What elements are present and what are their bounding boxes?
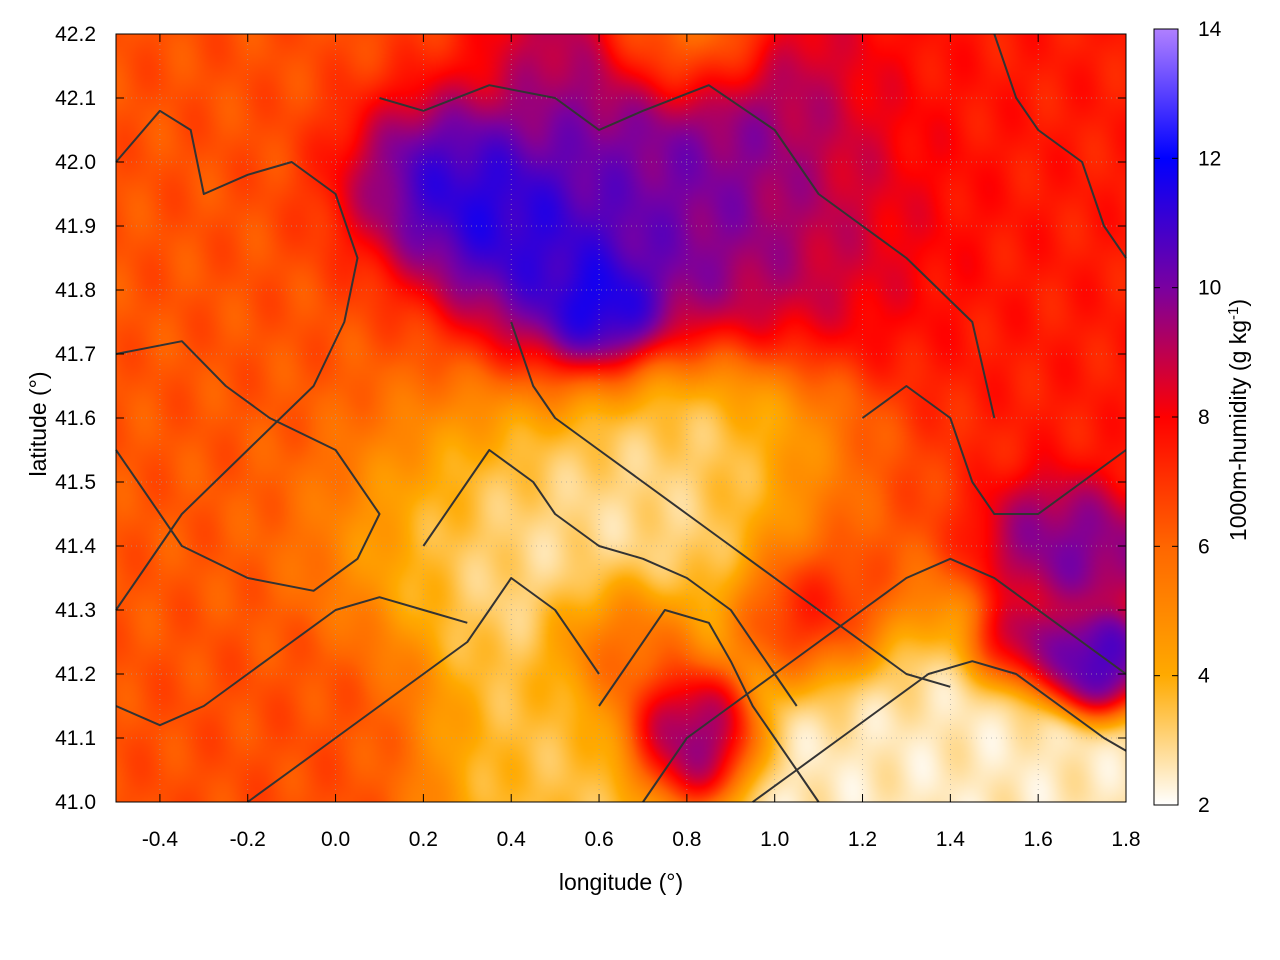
x-tick-label: 0.6 [584,828,613,851]
x-axis-label: longitude (°) [559,869,683,895]
x-tick-label: 1.6 [1024,828,1053,851]
colorbar-tick-label: 4 [1198,665,1210,688]
contour-line [115,340,381,592]
colorbar-label-superscript: -1 [1225,307,1242,320]
contour-line [379,84,996,419]
x-tick-label: 1.0 [760,828,789,851]
colorbar-label: 1000m-humidity (g kg-1) [1225,299,1252,541]
x-tick-label: 0.4 [497,828,527,851]
y-tick-label: 41.7 [55,343,96,366]
y-tick-label: 41.3 [55,599,96,622]
y-tick-label: 41.4 [55,535,96,558]
plot-area [115,33,1127,803]
contour-line [115,596,468,727]
colorbar-tick-label: 2 [1198,794,1210,817]
contour-line [422,449,798,707]
y-tick-label: 41.5 [55,471,96,494]
y-tick-label: 41.6 [55,407,96,430]
colorbar: 2 4 6 8 10 12 14 [1153,18,1222,817]
contour-line [115,109,359,611]
x-tick-label: 0.2 [409,828,438,851]
colorbar-tick-label: 14 [1198,18,1222,41]
colorbar-tick-label: 8 [1198,406,1210,429]
y-tick-label: 41.2 [55,663,96,686]
contour-line [598,609,820,803]
contour-line [642,557,1127,803]
x-tick-label: 1.8 [1111,828,1140,851]
y-axis-label: latitude (°) [25,371,51,476]
x-tick-label: -0.4 [142,828,179,851]
y-axis: 41.0 41.1 41.2 41.3 41.4 41.5 41.6 41.7 41.8 41.9… [55,23,1126,814]
contour-line [247,577,600,803]
x-tick-label: 0.8 [672,828,701,851]
x-tick-label: 0.0 [321,828,350,851]
contour-line [752,660,1127,803]
y-tick-label: 42.1 [55,87,96,110]
contour-lines [115,33,1127,803]
x-tick-label: 1.2 [848,828,877,851]
y-tick-label: 41.8 [55,279,96,302]
contour-line [861,385,1127,515]
colorbar-tick-label: 10 [1198,277,1221,300]
contour-line [993,33,1127,259]
y-tick-label: 42.0 [55,151,96,174]
y-tick-label: 42.2 [55,23,96,46]
colorbar-tick-label: 6 [1198,535,1210,558]
y-tick-label: 41.9 [55,215,96,238]
x-tick-label: 1.4 [936,828,966,851]
x-axis: -0.4 -0.2 0.0 0.2 0.4 0.6 0.8 1.0 1.2 1.4 1.6 1.8 [142,34,1141,851]
y-tick-label: 41.1 [55,727,96,750]
y-tick-label: 41.0 [55,791,96,814]
contour-line [510,321,951,688]
x-tick-label: -0.2 [230,828,266,851]
colorbar-ticks: 2 4 6 8 10 12 14 [1154,18,1222,817]
colorbar-tick-label: 12 [1198,147,1221,170]
